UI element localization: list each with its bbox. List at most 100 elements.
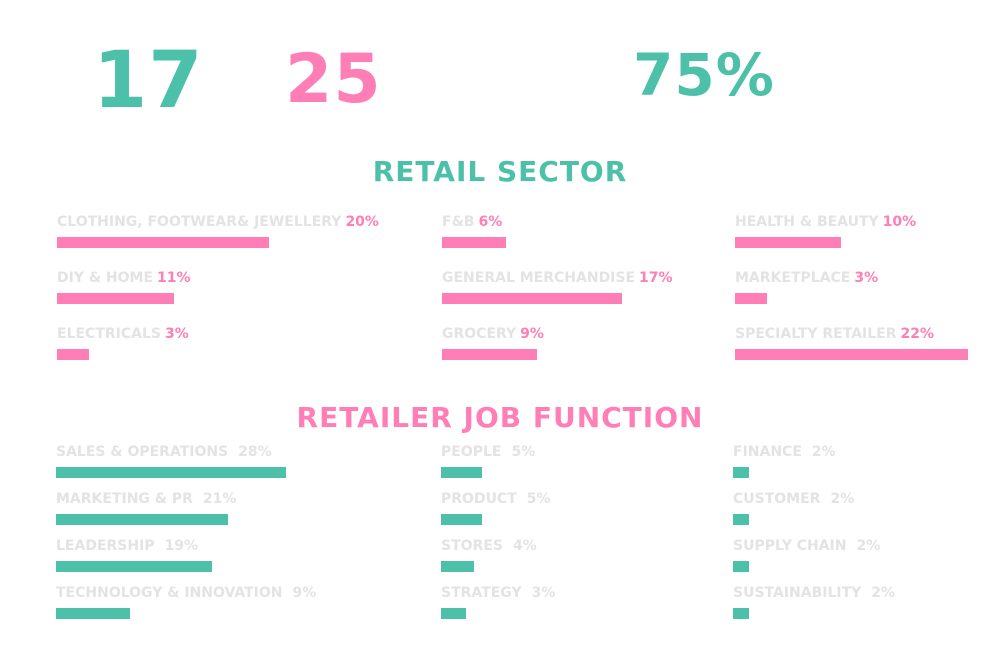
value-label: 6% [478,214,503,230]
value-label: 2% [856,538,881,554]
category-label: STORES [441,538,503,554]
bar-item: CUSTOMER 2% [733,490,854,525]
category-label: CLOTHING, FOOTWEAR& JEWELLERY [57,214,342,230]
bar-label: SALES & OPERATIONS 28% [56,443,286,461]
bar-item: STRATEGY 3% [441,584,555,619]
value-label: 20% [345,214,379,230]
value-label: 19% [164,538,199,554]
bar [442,237,506,248]
bar [733,467,750,478]
value-label: 2% [830,491,855,507]
bar-label: MARKETPLACE 3% [735,269,878,287]
bar [57,293,174,304]
bar-label: ELECTRICALS 3% [57,325,189,343]
bar-item: MARKETING & PR 21% [56,490,236,525]
value-label: 17% [639,270,673,286]
value-label: 3% [854,270,879,286]
value-label: 5% [526,491,551,507]
category-label: DIY & HOME [57,270,154,286]
bar-label: GROCERY 9% [442,325,544,343]
bar-item: LEADERSHIP 19% [56,537,212,572]
bar [442,349,538,360]
value-label: 5% [511,444,536,460]
bar [56,561,212,572]
value-label: 9% [292,585,317,601]
bar-item: FINANCE 2% [733,443,836,478]
job-function-title: RETAILER JOB FUNCTION [296,401,704,434]
bar-item: DIY & HOME 11% [57,269,191,304]
bar [733,514,750,525]
category-label: F&B [442,214,475,230]
bar-item: PRODUCT 5% [441,490,551,525]
bar [442,293,623,304]
bar-label: STRATEGY 3% [441,584,555,602]
value-label: 10% [882,214,917,230]
bar [735,293,767,304]
bar [733,608,750,619]
bar-label: DIY & HOME 11% [57,269,191,287]
bar [56,514,229,525]
bar-label: F&B 6% [442,213,506,231]
value-label: 28% [238,444,272,460]
value-label: 3% [164,326,189,342]
category-label: TECHNOLOGY & INNOVATION [56,585,283,601]
bar-item: HEALTH & BEAUTY 10% [735,213,916,248]
value-label: 4% [512,538,537,554]
bar [735,349,969,360]
bar-label: MARKETING & PR 21% [56,490,236,508]
category-label: FINANCE [733,444,802,460]
category-label: HEALTH & BEAUTY [735,214,879,230]
bar-label: CLOTHING, FOOTWEAR& JEWELLERY 20% [57,213,379,231]
bar-item: SUSTAINABILITY 2% [733,584,895,619]
bar [735,237,841,248]
category-label: PRODUCT [441,491,517,507]
bar [441,608,466,619]
bar [441,561,474,572]
retail-sector-title: RETAIL SECTOR [372,155,628,188]
bar-item: TECHNOLOGY & INNOVATION 9% [56,584,316,619]
bar [57,237,269,248]
category-label: SALES & OPERATIONS [56,444,229,460]
bar-label: CUSTOMER 2% [733,490,854,508]
bar-label: SPECIALTY RETAILER 22% [735,325,968,343]
bar-item: GROCERY 9% [442,325,544,360]
bar-item: SPECIALTY RETAILER 22% [735,325,969,360]
bar-label: PRODUCT 5% [441,490,551,508]
category-label: CUSTOMER [733,491,821,507]
bar-label: STORES 4% [441,537,537,555]
bar-label: PEOPLE 5% [441,443,535,461]
category-label: STRATEGY [441,585,522,601]
category-label: SUSTAINABILITY [733,585,862,601]
bar-label: HEALTH & BEAUTY 10% [735,213,916,231]
bar-label: LEADERSHIP 19% [56,537,212,555]
category-label: GROCERY [442,326,517,342]
category-label: ELECTRICALS [57,326,161,342]
category-label: MARKETING & PR [56,491,193,507]
stat-17: 17 [93,36,204,126]
bar [441,514,482,525]
stat-75-percent: 75% [633,41,775,109]
bar-item: CLOTHING, FOOTWEAR& JEWELLERY 20% [57,213,379,248]
bar [56,608,130,619]
bar-item: PEOPLE 5% [441,443,535,478]
bar-item: STORES 4% [441,537,537,572]
value-label: 2% [811,444,836,460]
bar-item: GENERAL MERCHANDISE 17% [442,269,673,304]
category-label: SPECIALTY RETAILER [735,326,897,342]
bar-item: F&B 6% [442,213,506,248]
bar [441,467,482,478]
stat-25: 25 [285,40,382,119]
value-label: 9% [520,326,544,342]
bar-label: GENERAL MERCHANDISE 17% [442,269,673,287]
value-label: 2% [871,585,896,601]
bar-label: TECHNOLOGY & INNOVATION 9% [56,584,316,602]
value-label: 11% [157,270,191,286]
bar-item: ELECTRICALS 3% [57,325,189,360]
bar-label: SUPPLY CHAIN 2% [733,537,880,555]
bar-label: FINANCE 2% [733,443,836,461]
value-label: 3% [531,585,556,601]
value-label: 21% [202,491,237,507]
bar-item: SALES & OPERATIONS 28% [56,443,286,478]
bar-label: SUSTAINABILITY 2% [733,584,895,602]
bar-item: SUPPLY CHAIN 2% [733,537,880,572]
